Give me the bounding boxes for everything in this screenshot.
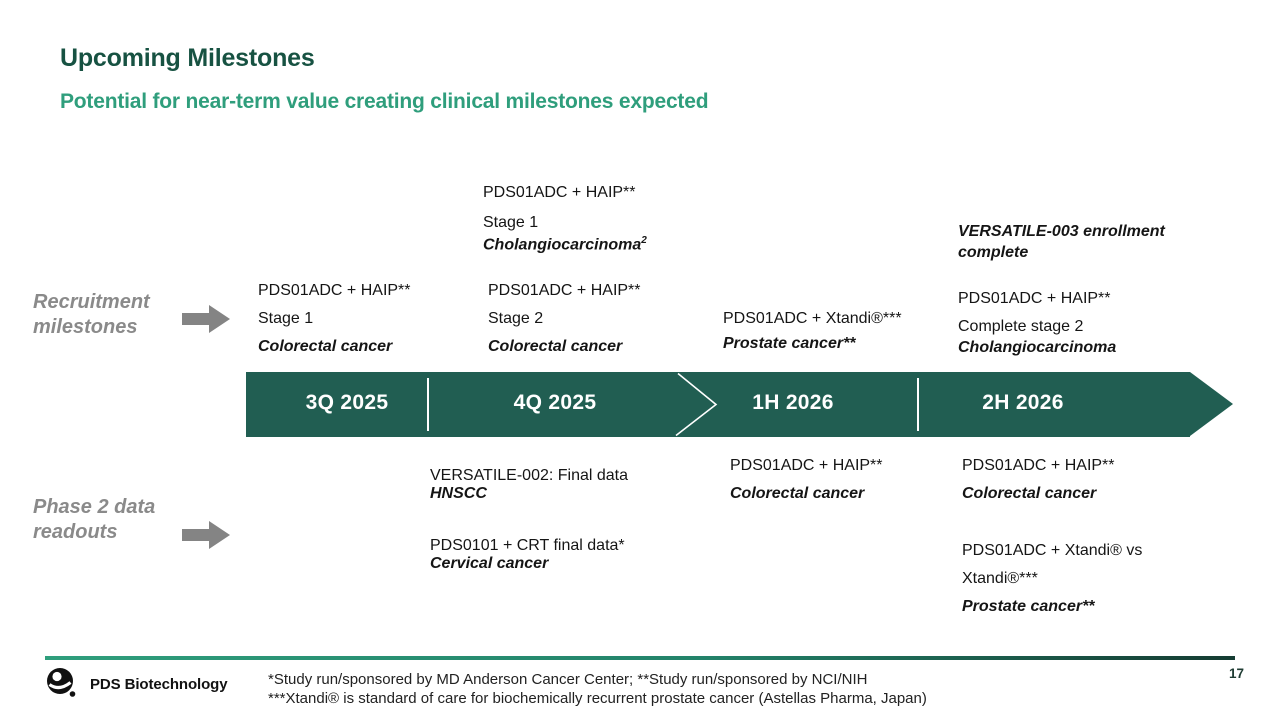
arrow-head: [209, 305, 230, 333]
milestone-cholangio-stage1: PDS01ADC + HAIP** Stage 1 Cholangiocarci…: [483, 183, 647, 254]
timeline-bar: [246, 372, 1190, 437]
milestone-colorectal-stage1: PDS01ADC + HAIP** Stage 1 Colorectal can…: [258, 281, 411, 356]
footnote-line2: ***Xtandi® is standard of care for bioch…: [268, 690, 927, 707]
readout-indication: Colorectal cancer: [730, 485, 865, 502]
page-subtitle: Potential for near-term value creating c…: [60, 90, 709, 113]
milestone-line: PDS01ADC + HAIP**: [483, 184, 636, 201]
milestone-line: Stage 2: [488, 310, 544, 327]
readout-indication: Colorectal cancer: [962, 485, 1097, 502]
timeline-period-4q2025: 4Q 2025: [513, 391, 597, 414]
milestone-line: Stage 1: [483, 214, 539, 231]
pds-logo-icon: [47, 668, 76, 697]
readout-line: PDS01ADC + Xtandi® vs: [962, 542, 1143, 559]
footnotes: *Study run/sponsored by MD Anderson Canc…: [268, 670, 927, 708]
milestone-line: PDS01ADC + Xtandi®***: [723, 310, 902, 327]
recruitment-label-line1: Recruitment: [33, 291, 150, 313]
readout-haip-2h: PDS01ADC + HAIP** Colorectal cancer: [962, 456, 1115, 503]
milestone-line: VERSATILE-003 enrollment: [958, 223, 1165, 240]
readout-xtandi-vs-xtandi: PDS01ADC + Xtandi® vs Xtandi®*** Prostat…: [962, 541, 1142, 616]
recruitment-label-line2: milestones: [33, 316, 138, 338]
timeline-period-2h2026: 2H 2026: [982, 391, 1064, 414]
timeline-period-3q2025: 3Q 2025: [305, 391, 389, 414]
indication-text: Cholangiocarcinoma: [483, 236, 642, 254]
milestone-versatile003: VERSATILE-003 enrollment complete: [958, 221, 1165, 263]
timeline-divider: [427, 378, 429, 431]
footnote-superscript: 2: [641, 235, 647, 246]
milestone-line: Stage 1: [258, 310, 314, 327]
phase2-readouts-label: Phase 2 data readouts: [33, 495, 155, 545]
readout-versatile002: VERSATILE-002: Final data HNSCC: [430, 466, 628, 503]
right-block-arrow-icon: [182, 305, 230, 333]
milestone-prostate-recruitment: PDS01ADC + Xtandi®*** Prostate cancer**: [723, 309, 902, 353]
readouts-label-line2: readouts: [33, 521, 118, 543]
readouts-label-line1: Phase 2 data: [33, 496, 156, 518]
arrow-shaft: [182, 313, 209, 325]
milestone-colorectal-stage2: PDS01ADC + HAIP** Stage 2 Colorectal can…: [488, 281, 641, 356]
page-title: Upcoming Milestones: [60, 44, 315, 72]
milestone-indication: Colorectal cancer: [488, 338, 623, 355]
milestone-line: complete: [958, 244, 1029, 261]
readout-line: Xtandi®***: [962, 570, 1038, 587]
milestone-cholangio-complete: PDS01ADC + HAIP** Complete stage 2 Chola…: [958, 289, 1116, 357]
readout-haip-1h: PDS01ADC + HAIP** Colorectal cancer: [730, 456, 883, 503]
readout-line: PDS01ADC + HAIP**: [730, 457, 883, 474]
right-block-arrow-icon: [182, 521, 230, 549]
arrow-head: [209, 521, 230, 549]
milestone-line: PDS01ADC + HAIP**: [258, 282, 411, 299]
timeline-divider: [917, 378, 919, 431]
milestone-indication: Colorectal cancer: [258, 338, 393, 355]
milestone-line: PDS01ADC + HAIP**: [958, 290, 1111, 307]
footer-accent-line: [45, 656, 1235, 660]
milestone-line: PDS01ADC + HAIP**: [488, 282, 641, 299]
readout-indication: Cervical cancer: [430, 555, 549, 572]
pds-logo-wordmark: PDS Biotechnology: [90, 676, 228, 693]
readout-line: PDS0101 + CRT final data*: [430, 537, 625, 554]
timeline-chevron-icon: [675, 372, 718, 437]
timeline-period-1h2026: 1H 2026: [752, 391, 834, 414]
milestone-indication: Prostate cancer**: [723, 335, 856, 352]
arrow-shaft: [182, 529, 209, 541]
milestone-line: Complete stage 2: [958, 318, 1084, 335]
timeline-arrowhead: [1190, 372, 1233, 436]
page-number: 17: [1228, 666, 1244, 681]
readout-line: PDS01ADC + HAIP**: [962, 457, 1115, 474]
milestone-indication: Cholangiocarcinoma2: [483, 231, 647, 254]
footnote-line1: *Study run/sponsored by MD Anderson Canc…: [268, 671, 868, 688]
milestone-indication: Cholangiocarcinoma: [958, 339, 1117, 356]
readout-indication: HNSCC: [430, 485, 487, 502]
readout-pds0101-crt: PDS0101 + CRT final data* Cervical cance…: [430, 536, 625, 573]
recruitment-milestones-label: Recruitment milestones: [33, 290, 150, 340]
readout-line: VERSATILE-002: Final data: [430, 467, 629, 484]
readout-indication: Prostate cancer**: [962, 598, 1095, 615]
